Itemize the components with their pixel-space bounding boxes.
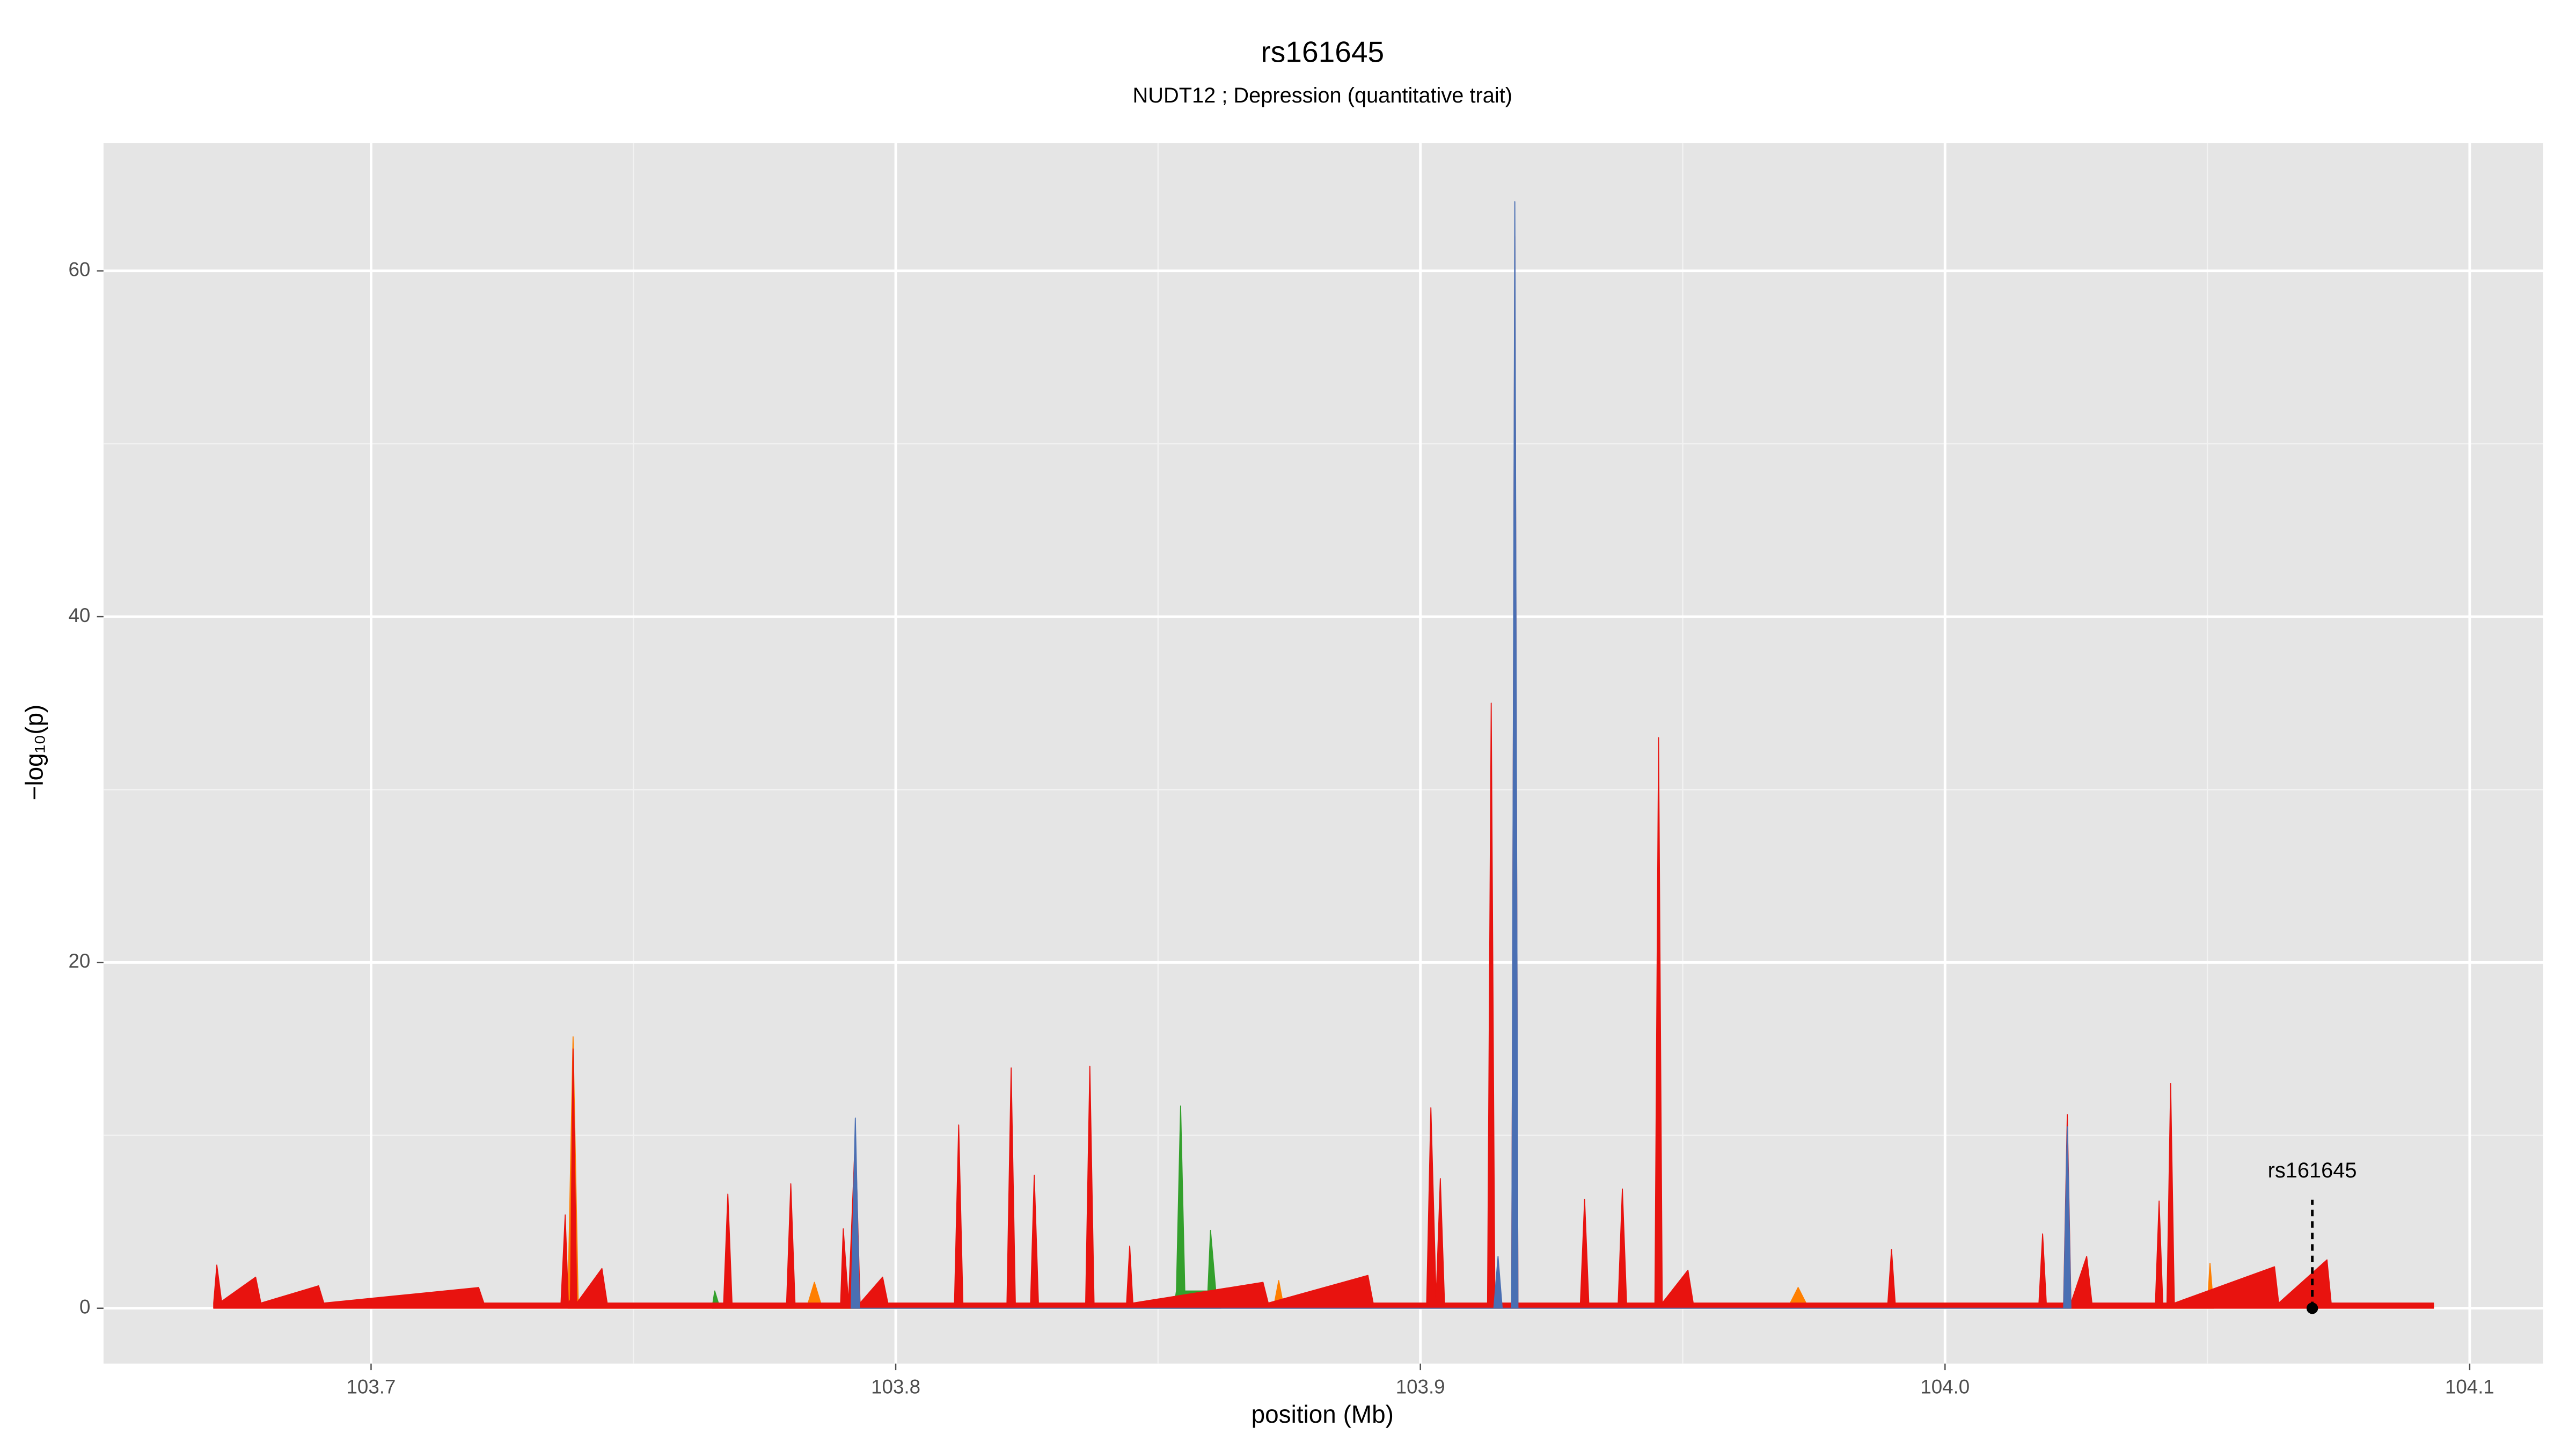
y-tick-label: 20 <box>69 950 91 972</box>
y-tick-label: 0 <box>79 1296 90 1318</box>
plot-panel <box>103 143 2543 1364</box>
x-tick-label: 104.0 <box>1920 1375 1970 1397</box>
x-axis-label: position (Mb) <box>1252 1400 1394 1428</box>
x-tick-label: 104.1 <box>2445 1375 2494 1397</box>
x-tick-label: 103.7 <box>346 1375 396 1397</box>
y-axis-label: −log₁₀(p) <box>20 705 48 801</box>
chart-subtitle: NUDT12 ; Depression (quantitative trait) <box>1133 84 1513 107</box>
x-tick-label: 103.8 <box>871 1375 920 1397</box>
x-tick-label: 103.9 <box>1396 1375 1445 1397</box>
chart-title: rs161645 <box>1261 35 1384 69</box>
y-tick-label: 60 <box>69 258 91 280</box>
annotation-label: rs161645 <box>2268 1159 2357 1182</box>
area-series <box>851 201 2072 1309</box>
annotation-point <box>2306 1302 2318 1314</box>
y-tick-label: 40 <box>69 604 91 626</box>
